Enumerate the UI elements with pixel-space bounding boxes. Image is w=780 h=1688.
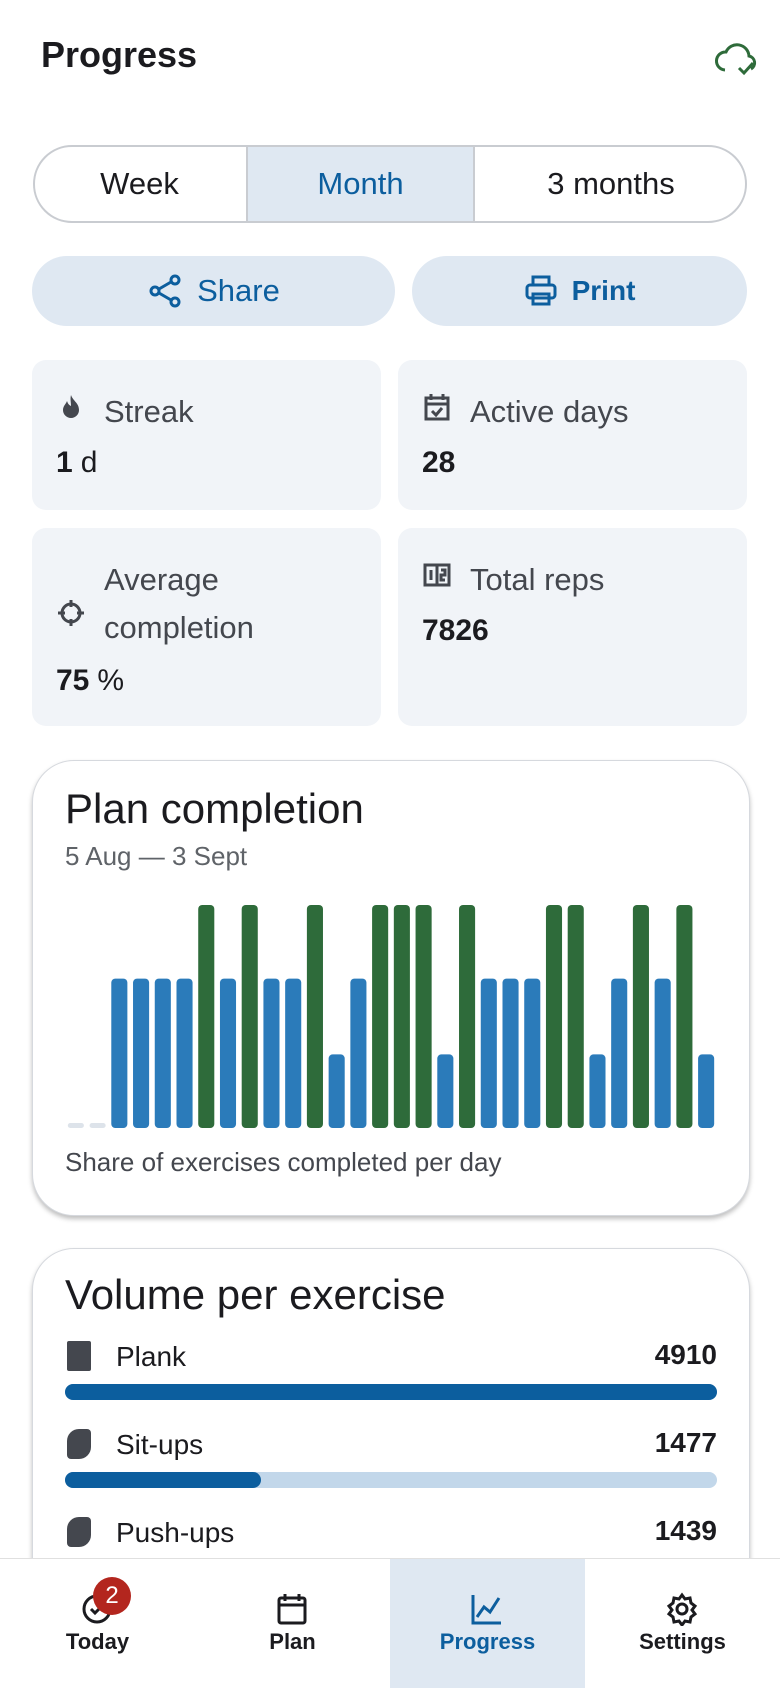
- bar: [285, 978, 302, 1128]
- bar: [111, 978, 128, 1128]
- nav-label: Progress: [439, 1629, 536, 1654]
- bar: [176, 978, 193, 1128]
- nav-label: Plan: [269, 1629, 316, 1654]
- bar: [241, 905, 258, 1128]
- bar: [263, 978, 280, 1128]
- chart-card: Plan completion 5 Aug — 3 Sept Share of …: [32, 760, 750, 1216]
- bar: [567, 905, 584, 1128]
- chart-subtitle: 5 Aug — 3 Sept: [65, 841, 248, 871]
- progress-track: [65, 1472, 717, 1488]
- exercise-icon: [67, 1341, 91, 1371]
- bar-empty: [67, 1123, 84, 1128]
- bar: [372, 905, 389, 1128]
- bar: [654, 978, 671, 1128]
- share-button[interactable]: Share: [32, 256, 395, 326]
- stat-label: Total reps: [470, 562, 605, 597]
- exercise-value: 1477: [654, 1427, 717, 1458]
- stat-label: Active days: [470, 394, 629, 429]
- bar: [306, 905, 323, 1128]
- stat-card: Active days 28: [398, 360, 747, 510]
- bar: [480, 978, 497, 1128]
- stat-card: Average completion 75%: [32, 528, 381, 726]
- progress-icon: [471, 1595, 501, 1625]
- bar: [632, 905, 649, 1128]
- volume-title: Volume per exercise: [65, 1271, 446, 1318]
- stat-card: Total reps 7826: [398, 528, 747, 726]
- bar: [437, 1054, 454, 1128]
- exercise-name: Plank: [116, 1341, 187, 1372]
- tab-selected[interactable]: Month: [246, 145, 475, 223]
- stat-value: 28: [422, 446, 456, 479]
- stat-number: 75: [56, 664, 90, 697]
- bottom-nav: Today 2 Plan Progress Settings: [0, 1558, 780, 1688]
- flame-icon: [63, 395, 79, 418]
- bar: [154, 978, 171, 1128]
- print-button[interactable]: Print: [412, 256, 747, 326]
- exercise-value: 4910: [654, 1339, 717, 1370]
- stat-unit: %: [97, 664, 125, 697]
- tab[interactable]: 3 months: [547, 166, 675, 201]
- nav-label: Settings: [639, 1629, 726, 1654]
- page-title: Progress: [41, 34, 198, 75]
- bar: [133, 978, 150, 1128]
- bar: [611, 978, 628, 1128]
- bar: [219, 978, 237, 1128]
- nav-item[interactable]: Plan: [195, 1559, 390, 1688]
- print-icon: [525, 275, 557, 306]
- share-label: Share: [197, 273, 280, 308]
- bar: [415, 905, 432, 1128]
- badge: 2: [93, 1577, 131, 1615]
- bar: [676, 905, 693, 1128]
- progress-bar: [65, 1472, 262, 1488]
- nav-item-selected[interactable]: Progress: [390, 1559, 585, 1688]
- nav-item[interactable]: Today 2: [0, 1559, 195, 1688]
- stat-value: 75%: [56, 664, 124, 698]
- bar: [698, 1054, 715, 1128]
- bar: [350, 978, 367, 1128]
- bar: [328, 1054, 345, 1128]
- stat-label: Average completion: [104, 562, 254, 645]
- bar-chart: [67, 905, 715, 1128]
- stat-unit: d: [80, 446, 98, 479]
- settings-icon: [666, 1592, 698, 1626]
- bar: [459, 905, 476, 1128]
- nav-item[interactable]: Settings: [585, 1559, 780, 1688]
- print-label: Print: [571, 275, 636, 306]
- stat-number: 1: [56, 446, 73, 479]
- exercise-icon: [67, 1517, 91, 1547]
- share-icon: [149, 274, 181, 308]
- bar: [524, 978, 541, 1128]
- chart-title: Plan completion: [65, 785, 364, 832]
- plan-icon: [277, 1594, 307, 1625]
- tab[interactable]: Week: [100, 166, 179, 201]
- progress-track: [65, 1384, 717, 1400]
- bar: [589, 1054, 606, 1128]
- chart-caption: Share of exercises completed per day: [65, 1147, 502, 1177]
- exercise-value: 1439: [654, 1515, 717, 1546]
- stat-label: Streak: [104, 394, 194, 429]
- exercise-icon: [67, 1429, 91, 1459]
- bar: [198, 905, 215, 1128]
- bar: [545, 905, 563, 1128]
- nav-label: Today: [65, 1629, 130, 1654]
- bar: [502, 978, 519, 1128]
- bar: [393, 905, 410, 1128]
- bar-empty: [89, 1123, 106, 1128]
- counter-icon: [423, 563, 451, 587]
- stat-value: 7826: [422, 614, 489, 647]
- exercise-name: Sit-ups: [116, 1429, 204, 1460]
- target-icon: [58, 600, 84, 626]
- calendar-icon: [424, 394, 450, 421]
- sync-icon[interactable]: [713, 38, 759, 78]
- progress-bar: [65, 1384, 717, 1400]
- exercise-name: Push-ups: [116, 1517, 235, 1548]
